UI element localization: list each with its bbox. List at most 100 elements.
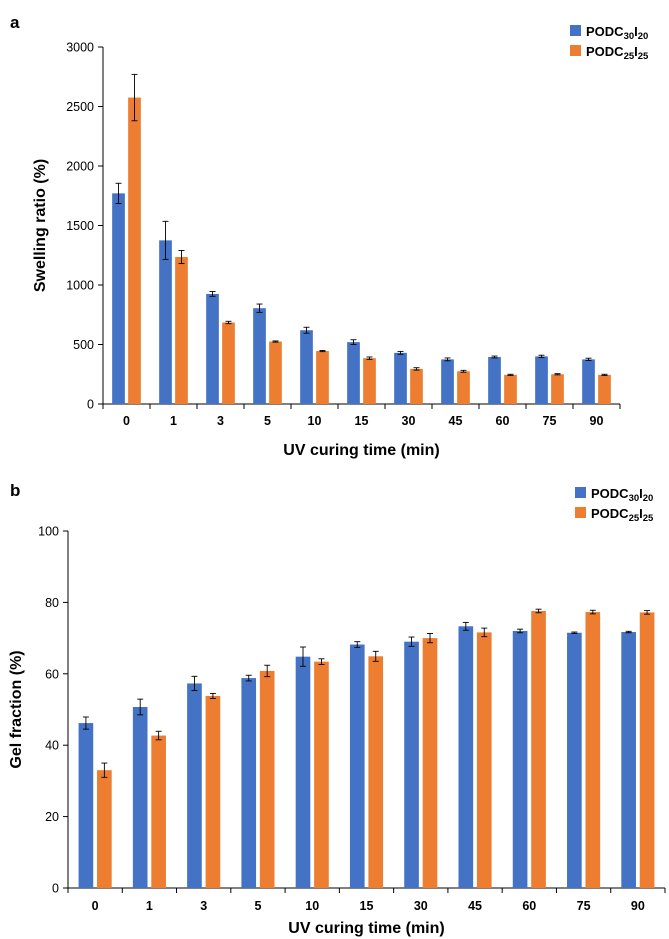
bar-podc25i25 (259, 670, 275, 888)
error-bar (491, 355, 498, 359)
error-bar (397, 350, 404, 355)
error-bar (354, 641, 361, 648)
bar-podc30i20 (159, 240, 172, 404)
x-tick-label: 45 (449, 414, 463, 428)
error-bar (460, 369, 467, 373)
x-tick-label: 1 (146, 899, 153, 913)
error-bar (372, 650, 379, 662)
error-bar (426, 633, 433, 644)
error-bar (538, 354, 545, 359)
bar-podc30i20 (458, 626, 474, 888)
y-axis-title: Gel fraction (%) (8, 650, 25, 768)
y-tick-label: 0 (52, 882, 59, 896)
bar-podc25i25 (222, 322, 235, 404)
legend-swatch (575, 487, 586, 498)
y-tick-label: 500 (73, 338, 94, 352)
x-tick-label: 5 (264, 414, 271, 428)
chart-swelling-ratio: a 0 500 1000 1500 2000 2500 3000 0 1 3 5 10 15 30 45 60 7… (10, 13, 649, 459)
error-bar (625, 630, 632, 634)
bar-podc30i20 (295, 656, 311, 888)
bar-podc25i25 (422, 638, 438, 888)
x-tick-label: 75 (577, 899, 591, 913)
x-tick-label: 90 (590, 414, 604, 428)
legend-label: PODC25I25 (591, 506, 654, 524)
legend-label: PODC30I20 (586, 24, 648, 42)
error-bar (481, 627, 488, 638)
bar-podc30i20 (535, 356, 548, 404)
legend-swatch (570, 45, 581, 56)
error-bar (300, 646, 307, 667)
error-bar (413, 367, 420, 371)
bar-podc30i20 (567, 632, 582, 888)
error-bar (209, 291, 216, 297)
legend-swatch (570, 25, 581, 36)
error-bar (319, 350, 326, 353)
bar-podc30i20 (132, 707, 148, 888)
bar-podc25i25 (639, 612, 655, 888)
bar-podc30i20 (78, 723, 94, 888)
bar-podc30i20 (488, 356, 501, 404)
error-bar (131, 73, 138, 122)
error-bar (264, 664, 271, 678)
x-tick-label: 0 (123, 414, 130, 428)
bar-podc25i25 (551, 374, 564, 404)
bar-podc30i20 (349, 644, 365, 888)
y-tick-label: 2000 (66, 160, 94, 174)
bar-podc30i20 (512, 630, 528, 888)
bar-podc25i25 (151, 735, 166, 888)
y-tick-label: 100 (38, 525, 59, 539)
y-tick-label: 0 (87, 398, 94, 412)
y-tick-label: 2500 (66, 100, 94, 114)
error-bar (601, 373, 608, 376)
error-bar (444, 357, 451, 362)
error-bar (462, 621, 469, 631)
bar-podc25i25 (585, 612, 601, 888)
panel-letter: a (10, 13, 20, 32)
bar-podc30i20 (394, 352, 407, 404)
x-tick-label: 3 (200, 899, 207, 913)
error-bar (517, 628, 524, 634)
x-tick-label: 30 (414, 899, 428, 913)
x-tick-label: 10 (305, 899, 319, 913)
x-tick-label: 10 (308, 414, 322, 428)
y-tick-label: 1500 (66, 219, 94, 233)
bar-podc30i20 (206, 293, 219, 404)
x-tick-label: 60 (522, 899, 536, 913)
x-tick-label: 30 (402, 414, 416, 428)
error-bar (318, 658, 325, 665)
bar-podc30i20 (112, 193, 125, 404)
error-bar (191, 675, 198, 692)
y-tick-label: 40 (45, 739, 59, 753)
legend-label: PODC30I20 (591, 486, 653, 504)
x-tick-label: 45 (468, 899, 482, 913)
x-tick-label: 3 (217, 414, 224, 428)
error-bar (303, 326, 310, 334)
error-bar (82, 716, 89, 730)
error-bar (507, 373, 514, 376)
bar-podc25i25 (128, 97, 141, 404)
y-tick-label: 80 (45, 596, 59, 610)
bar-podc30i20 (347, 342, 360, 404)
x-tick-label: 75 (543, 414, 557, 428)
bar-podc30i20 (404, 641, 419, 888)
bar-podc25i25 (316, 351, 329, 404)
bar-podc30i20 (621, 632, 636, 888)
y-tick-label: 60 (45, 667, 59, 681)
x-tick-label: 0 (92, 899, 99, 913)
bar-podc25i25 (531, 610, 546, 888)
error-bar (554, 373, 561, 376)
error-bar (644, 610, 651, 615)
error-bar (366, 356, 373, 360)
x-axis-title: UV curing time (min) (283, 442, 439, 459)
bar-podc25i25 (269, 341, 282, 404)
x-axis-title: UV curing time (min) (288, 920, 444, 937)
legend-label: PODC25I25 (586, 44, 649, 62)
bar-podc25i25 (368, 656, 384, 888)
y-tick-label: 3000 (66, 41, 94, 55)
bar-podc25i25 (457, 371, 470, 404)
bar-podc25i25 (97, 770, 112, 888)
bar-podc25i25 (410, 368, 423, 404)
bar-podc25i25 (363, 358, 376, 404)
bar-podc25i25 (598, 374, 611, 404)
